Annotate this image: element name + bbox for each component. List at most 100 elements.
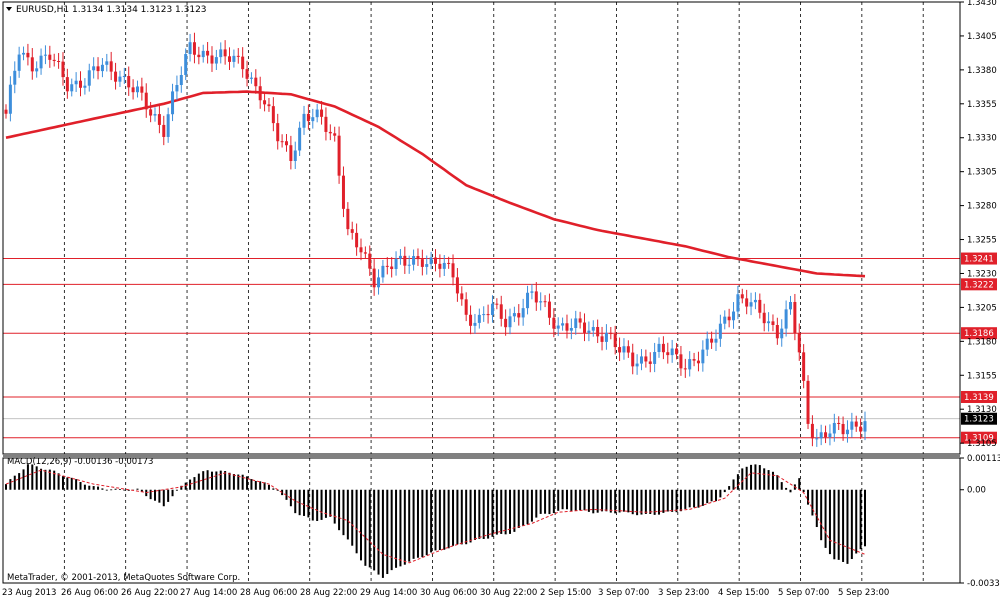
x-axis-tick-label: 29 Aug 14:00 xyxy=(360,588,417,598)
macd-histogram-bar xyxy=(210,471,213,490)
x-axis-tick-label: 23 Aug 2013 xyxy=(2,588,56,598)
candle-body xyxy=(35,68,39,72)
macd-histogram-bar xyxy=(158,489,161,503)
candle-body xyxy=(179,75,183,86)
candle-body xyxy=(539,301,543,303)
candle-body xyxy=(547,301,551,318)
macd-histogram-bar xyxy=(53,470,56,490)
macd-histogram-bar xyxy=(311,489,314,521)
candle-body xyxy=(784,309,788,329)
candle-body xyxy=(166,114,170,137)
macd-histogram-bar xyxy=(693,489,696,508)
candle-body xyxy=(210,55,214,64)
candle-body xyxy=(320,109,324,117)
candle-body xyxy=(644,356,648,362)
macd-histogram-bar xyxy=(754,464,757,490)
macd-histogram-bar xyxy=(303,489,306,516)
candle-body xyxy=(171,91,175,115)
macd-histogram-bar xyxy=(162,489,165,507)
macd-histogram-bar xyxy=(662,489,665,513)
candle-body xyxy=(819,432,823,439)
candle-body xyxy=(236,55,240,57)
macd-histogram-bar xyxy=(618,489,621,513)
macd-histogram-bar xyxy=(601,489,604,512)
macd-histogram-bar xyxy=(193,477,196,490)
candle-body xyxy=(131,87,135,93)
x-axis-tick-label: 4 Sep 15:00 xyxy=(718,588,769,598)
macd-histogram-bar xyxy=(408,489,411,562)
candle-body xyxy=(324,116,328,132)
y-axis-tick-label: 1.3380 xyxy=(967,66,997,76)
candle-body xyxy=(403,255,407,266)
candle-body xyxy=(679,354,683,369)
candle-body xyxy=(118,76,122,82)
macd-histogram-bar xyxy=(583,489,586,511)
candle-body xyxy=(434,257,437,264)
macd-histogram-bar xyxy=(154,489,157,501)
candle-body xyxy=(574,318,578,329)
candle-body xyxy=(797,332,801,353)
copyright-label: MetaTrader, © 2001-2013, MetaQuotes Soft… xyxy=(7,573,240,583)
y-axis-tick-label: 1.3155 xyxy=(967,371,997,381)
current-price-label: 1.3123 xyxy=(964,415,994,425)
candle-body xyxy=(771,321,775,325)
macd-histogram-bar xyxy=(197,473,200,490)
level-price-badge xyxy=(961,390,997,403)
macd-histogram-bar xyxy=(750,464,753,490)
macd-histogram-bar xyxy=(79,481,82,490)
candle-body xyxy=(153,114,157,116)
y-axis-tick-label: 1.3330 xyxy=(967,134,997,144)
level-price-label: 1.3109 xyxy=(964,434,994,444)
candle-body xyxy=(70,84,74,92)
macd-histogram-bar xyxy=(653,489,656,515)
candle-body xyxy=(837,422,841,424)
level-price-badge xyxy=(961,327,997,340)
candle-body xyxy=(350,229,354,233)
x-axis-tick-label: 30 Aug 06:00 xyxy=(420,588,477,598)
macd-histogram-bar xyxy=(837,489,840,560)
macd-histogram-bar xyxy=(346,489,349,540)
candle-body xyxy=(780,328,784,339)
candle-body xyxy=(767,321,771,324)
triangle-down-icon[interactable] xyxy=(6,7,12,11)
macd-histogram-bar xyxy=(509,489,512,534)
candle-body xyxy=(223,49,227,57)
candle-body xyxy=(214,57,218,64)
macd-histogram-bar xyxy=(771,471,774,490)
candle-body xyxy=(390,266,394,270)
macd-histogram-bar xyxy=(136,488,139,490)
macd-histogram-bar xyxy=(828,489,831,555)
y-axis-tick-label: 1.3205 xyxy=(967,303,997,313)
macd-histogram-bar xyxy=(671,489,674,512)
candle-body xyxy=(727,316,731,321)
candle-body xyxy=(863,421,867,432)
macd-histogram-bar xyxy=(421,489,424,558)
macd-histogram-bar xyxy=(377,489,380,575)
candle-body xyxy=(74,80,78,85)
candle-body xyxy=(600,336,604,342)
macd-histogram-bar xyxy=(294,489,297,514)
y-axis-tick-label: 1.3230 xyxy=(967,269,997,279)
macd-histogram-bar xyxy=(701,489,704,506)
macd-histogram-bar xyxy=(478,489,481,539)
macd-histogram-bar xyxy=(526,489,529,525)
macd-histogram-bar xyxy=(110,489,113,491)
candle-body xyxy=(87,70,91,86)
candle-body xyxy=(438,263,442,269)
x-axis-tick-label: 3 Sep 23:00 xyxy=(658,588,709,598)
macd-histogram-bar xyxy=(40,468,43,490)
macd-histogram-bar xyxy=(92,486,95,490)
macd-histogram-bar xyxy=(61,476,64,490)
candle-body xyxy=(39,55,43,69)
candle-body xyxy=(442,262,446,269)
macd-histogram-bar xyxy=(798,478,801,490)
macd-histogram-bar xyxy=(373,489,376,571)
candle-body xyxy=(280,141,284,143)
candle-body xyxy=(372,268,376,288)
candle-body xyxy=(455,277,459,294)
macd-histogram-bar xyxy=(105,489,108,491)
x-axis-tick-label: 28 Aug 22:00 xyxy=(300,588,357,598)
candle-body xyxy=(723,316,727,324)
